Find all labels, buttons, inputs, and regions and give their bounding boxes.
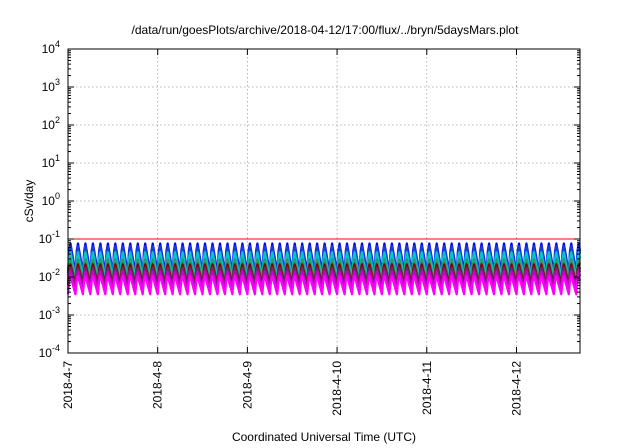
chart-title: /data/run/goesPlots/archive/2018-04-12/1…	[132, 23, 520, 37]
y-tick-label: 10-1	[39, 229, 60, 246]
y-axis-ticks: 10-4 10-3 10-2 10-1 100 101 102 103 104	[39, 39, 580, 360]
x-tick-label: 2018-4-9	[240, 361, 254, 409]
y-tick-label: 10-2	[39, 267, 60, 284]
y-tick-label: 104	[42, 39, 60, 56]
x-tick-label: 2018-4-12	[509, 361, 523, 416]
x-tick-label: 2018-4-11	[420, 361, 434, 415]
y-axis-label: cSv/day	[22, 180, 36, 223]
x-tick-label: 2018-4-7	[61, 361, 75, 409]
x-tick-label: 2018-4-8	[151, 361, 165, 409]
series-lines	[66, 238, 582, 296]
y-tick-label: 103	[42, 77, 60, 94]
y-tick-label: 102	[42, 115, 60, 132]
x-axis-label: Coordinated Universal Time (UTC)	[232, 430, 416, 444]
y-tick-label: 100	[42, 191, 60, 208]
y-tick-label: 10-3	[39, 305, 60, 322]
y-tick-label: 10-4	[39, 343, 60, 360]
y-tick-label: 101	[42, 153, 60, 170]
grid-lines	[68, 49, 580, 353]
x-tick-label: 2018-4-10	[330, 361, 344, 416]
x-axis-ticks: 2018-4-7 2018-4-8 2018-4-9 2018-4-10 2018-4-…	[61, 49, 523, 416]
series-line	[66, 275, 582, 296]
